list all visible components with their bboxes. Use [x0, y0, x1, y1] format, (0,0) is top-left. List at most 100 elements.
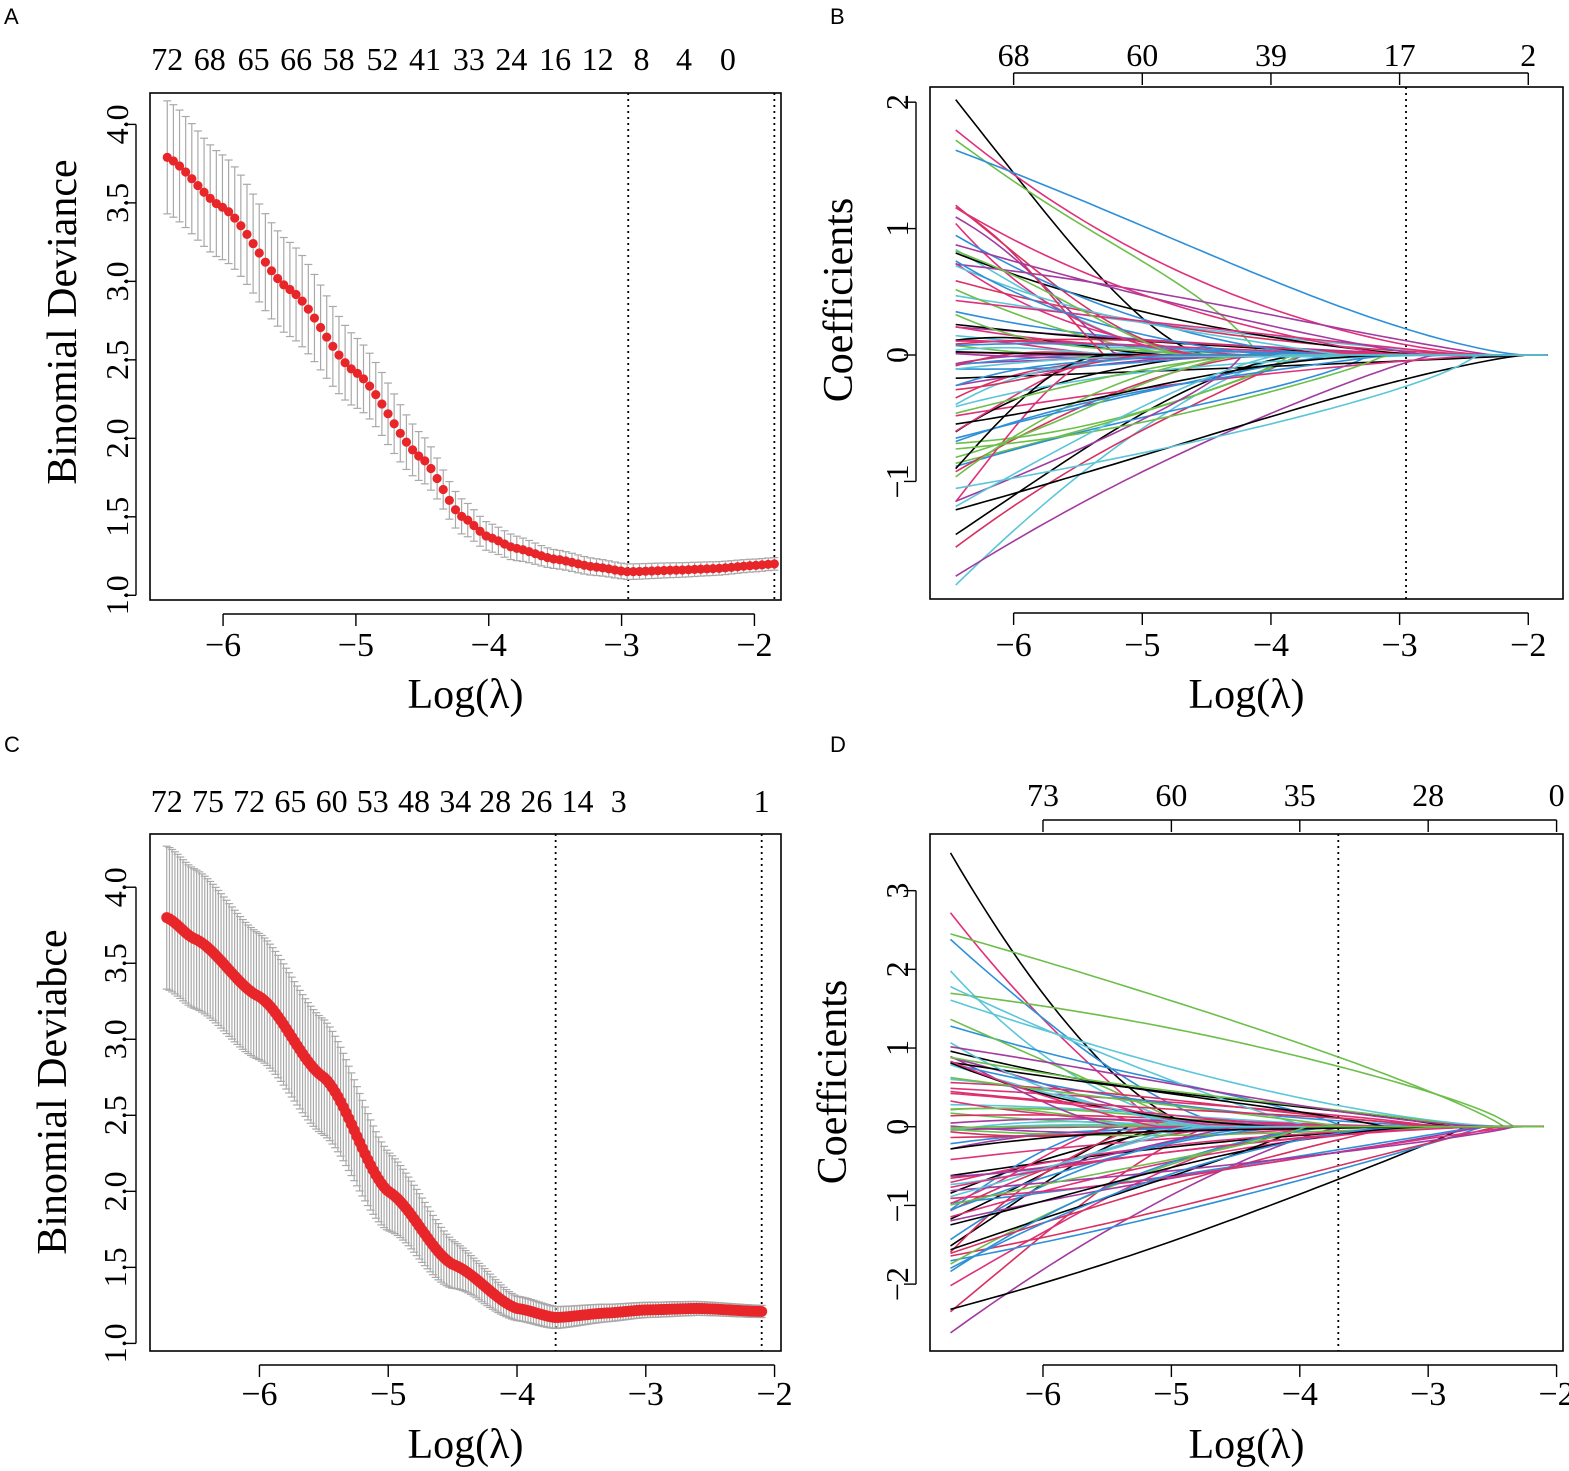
- deviance-point: [248, 238, 258, 249]
- top-tick-label: 48: [398, 783, 430, 819]
- x-tick-label: −3: [1382, 627, 1418, 664]
- deviance-point: [371, 389, 381, 400]
- top-tick-label: 72: [151, 41, 183, 77]
- top-tick-label: 53: [357, 783, 389, 819]
- y-tick-label: 1: [879, 221, 915, 237]
- deviance-point: [463, 515, 473, 525]
- deviance-point: [450, 505, 461, 515]
- deviance-point: [273, 273, 283, 284]
- coefficient-path: [955, 299, 1548, 356]
- y-tick-label: 1.0: [99, 575, 135, 615]
- y-tick-label: 0: [879, 1119, 915, 1135]
- deviance-point: [365, 381, 375, 391]
- x-axis-title: Log(λ): [1189, 672, 1305, 718]
- top-tick-label: 65: [238, 41, 270, 77]
- top-tick-label: 8: [634, 41, 650, 77]
- coefficient-paths: [949, 852, 1544, 1334]
- deviance-point: [401, 437, 412, 447]
- x-tick-label: −4: [1282, 1376, 1318, 1413]
- deviance-point: [303, 304, 313, 314]
- x-axis-title: Log(λ): [1189, 1422, 1305, 1468]
- deviance-point: [340, 358, 350, 368]
- error-bars: [163, 100, 779, 581]
- coefficient-path: [950, 1125, 1544, 1200]
- coefficient-path: [955, 263, 1548, 356]
- y-tick-label: 3.0: [97, 1019, 133, 1059]
- top-tick-label: 26: [520, 783, 552, 819]
- top-tick-label: 24: [495, 41, 527, 77]
- deviance-point: [414, 451, 424, 461]
- coefficient-path: [955, 129, 1548, 356]
- top-tick-label: 66: [280, 41, 312, 77]
- deviance-points: [161, 912, 768, 1323]
- plot-frame: [929, 833, 1564, 1352]
- deviance-point: [769, 559, 779, 569]
- y-tick-label: −1: [879, 1188, 915, 1222]
- deviance-point: [205, 193, 215, 204]
- y-tick-label: 1.5: [99, 497, 135, 537]
- y-tick-label: 3.5: [97, 943, 133, 983]
- deviance-point: [315, 322, 326, 333]
- deviance-point: [193, 180, 203, 191]
- y-tick-label: 2.0: [97, 1171, 133, 1211]
- deviance-point: [260, 257, 270, 267]
- y-tick-label: 2.0: [99, 418, 135, 458]
- deviance-point: [174, 161, 185, 171]
- coefficient-path: [955, 354, 1548, 548]
- x-tick-label: −6: [205, 627, 241, 664]
- deviance-point: [444, 495, 454, 505]
- x-tick-label: −4: [1253, 627, 1289, 664]
- x-axis-title: Log(λ): [408, 1422, 524, 1468]
- y-tick-label: 2.5: [97, 1095, 133, 1135]
- top-tick-label: 52: [366, 41, 398, 77]
- y-axis-title: Coefficients: [810, 980, 856, 1185]
- top-tick-label: 35: [1284, 777, 1316, 813]
- deviance-point: [334, 350, 344, 360]
- panel-letter-c: C: [4, 732, 20, 757]
- panel-c-cv-plot: −6 −5 −4 −3 −21.01.52.02.53.03.54.072 75 72 65 6…: [30, 783, 793, 1468]
- y-tick-label: 1.0: [97, 1323, 133, 1363]
- deviance-point: [420, 456, 430, 466]
- deviance-point: [254, 248, 264, 258]
- plot-frame: [149, 92, 782, 601]
- y-axis-title: Binomial Deviance: [40, 159, 86, 484]
- y-tick-label: 3.0: [99, 261, 135, 301]
- x-tick-label: −5: [1153, 1376, 1189, 1413]
- y-tick-label: −2: [879, 1267, 915, 1301]
- coefficient-path: [955, 354, 1548, 586]
- coefficient-path: [955, 354, 1548, 415]
- panel-letter-a: A: [4, 4, 19, 29]
- y-axis-title: Coefficients: [816, 198, 862, 403]
- deviance-point: [322, 332, 332, 342]
- panel-letter-b: B: [830, 4, 845, 29]
- y-tick-label: 4.0: [97, 867, 133, 907]
- x-axis-title: Log(λ): [408, 672, 524, 718]
- x-tick-label: −2: [736, 627, 772, 664]
- deviance-point: [242, 229, 252, 239]
- deviance-point: [469, 520, 479, 531]
- coefficient-path: [949, 970, 1544, 1128]
- panel-d-coefficient-plot: −6 −5 −4 −3 −2 −2 −1 0 1 2 3 73 60 35 28 0 Log(λ) Coeffic…: [810, 777, 1569, 1468]
- coefficient-path: [955, 99, 1548, 356]
- top-tick-label: 34: [439, 783, 471, 819]
- x-tick-label: −5: [370, 1376, 406, 1413]
- deviance-point: [230, 213, 240, 223]
- x-tick-label: −6: [241, 1376, 277, 1413]
- top-tick-label: 39: [1255, 37, 1287, 73]
- y-tick-label: 3.5: [99, 183, 135, 223]
- deviance-point: [223, 207, 234, 217]
- top-tick-label: 60: [316, 783, 348, 819]
- deviance-point: [285, 284, 295, 295]
- deviance-point: [266, 266, 277, 276]
- plot-frame: [929, 86, 1564, 600]
- top-tick-label: 60: [1155, 777, 1187, 813]
- y-tick-label: 2: [879, 961, 915, 977]
- coefficient-path: [950, 1125, 1544, 1334]
- x-tick-label: −3: [1410, 1376, 1446, 1413]
- deviance-point: [756, 1305, 768, 1317]
- top-tick-label: 68: [998, 37, 1030, 73]
- top-tick-label: 33: [453, 41, 485, 77]
- panel-letter-d: D: [830, 732, 846, 757]
- x-tick-label: −4: [499, 1376, 535, 1413]
- coefficient-path: [955, 354, 1548, 511]
